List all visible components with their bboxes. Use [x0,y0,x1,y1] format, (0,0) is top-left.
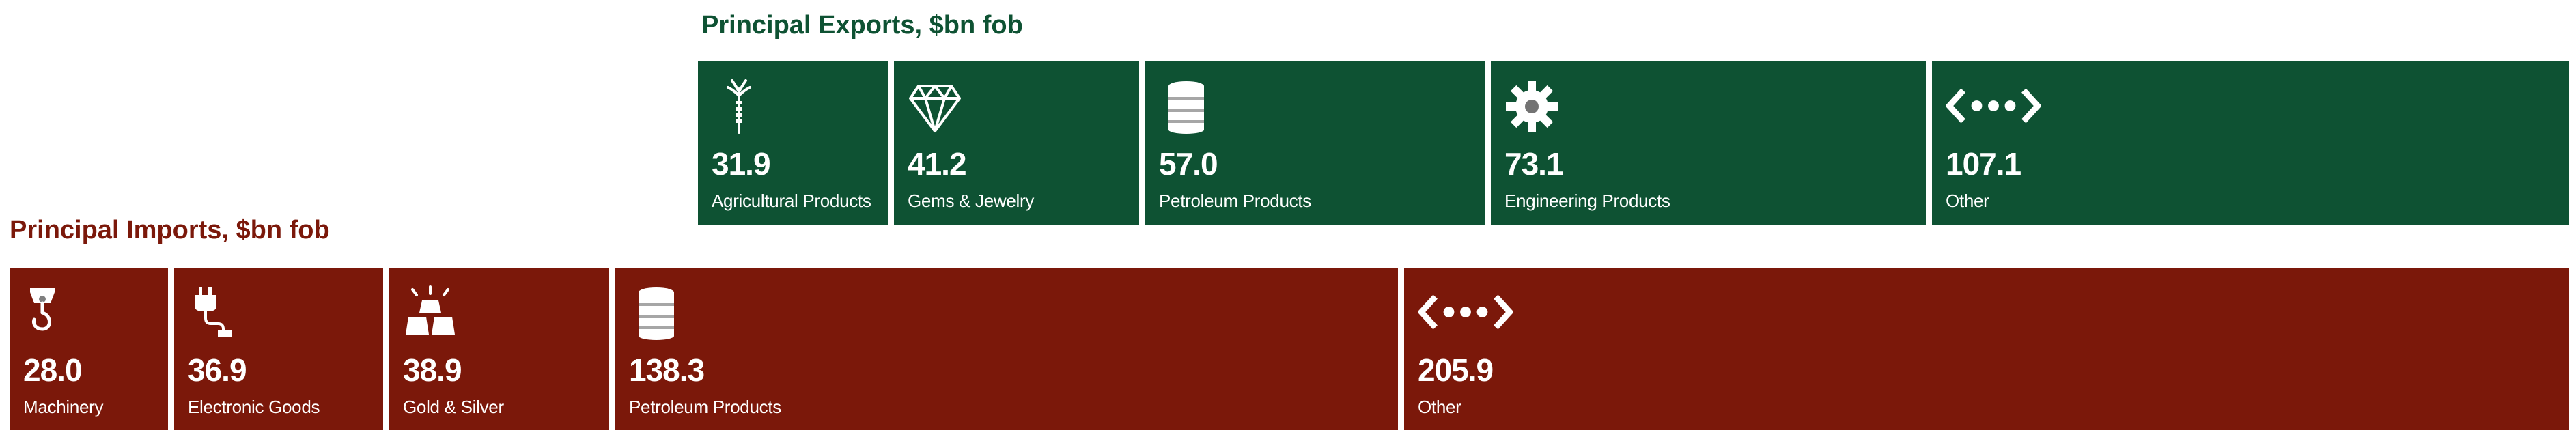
tile-value: 205.9 [1418,352,1494,388]
tile-label: Petroleum Products [629,397,781,417]
treemap-tile: 138.3 Petroleum Products [615,268,1398,430]
wheat-icon [712,79,766,134]
tile-label: Agricultural Products [712,190,871,211]
treemap-tile: 107.1 Other [1932,61,2569,225]
tile-label: Electronic Goods [188,397,320,417]
treemap-tile: 36.9 Electronic Goods [174,268,383,430]
tile-value: 138.3 [629,352,705,388]
tile-value: 41.2 [908,146,967,182]
treemap-tile: 28.0 Machinery [10,268,168,430]
oil-barrel-icon [1159,79,1214,134]
exports-title: Principal Exports, $bn fob [701,11,1023,40]
tile-label: Other [1418,397,1461,417]
crane-hook-icon [23,285,78,340]
treemap-tile: 57.0 Petroleum Products [1145,61,1485,225]
oil-barrel-icon [629,285,684,340]
tile-value: 107.1 [1946,146,2021,182]
tile-label: Machinery [23,397,104,417]
treemap-tile: 38.9 Gold & Silver [389,268,609,430]
treemap-tile: 205.9 Other [1404,268,2569,430]
other-dots-icon [1946,82,2041,130]
gear-icon [1504,79,1559,134]
tile-label: Petroleum Products [1159,190,1311,211]
plug-icon [188,285,242,340]
tile-label: Gold & Silver [403,397,504,417]
diamond-icon [908,79,962,134]
tile-value: 28.0 [23,352,83,388]
tile-value: 38.9 [403,352,462,388]
tile-value: 36.9 [188,352,247,388]
gold-bars-icon [403,285,458,340]
tile-value: 73.1 [1504,146,1564,182]
imports-title: Principal Imports, $bn fob [10,216,330,244]
tile-label: Engineering Products [1504,190,1670,211]
treemap-tile: 31.9 Agricultural Products [698,61,888,225]
tile-label: Gems & Jewelry [908,190,1035,211]
tile-value: 57.0 [1159,146,1218,182]
tile-value: 31.9 [712,146,771,182]
tile-label: Other [1946,190,1989,211]
treemap-tile: 41.2 Gems & Jewelry [894,61,1139,225]
other-dots-icon [1418,288,1513,336]
treemap-tile: 73.1 Engineering Products [1491,61,1926,225]
